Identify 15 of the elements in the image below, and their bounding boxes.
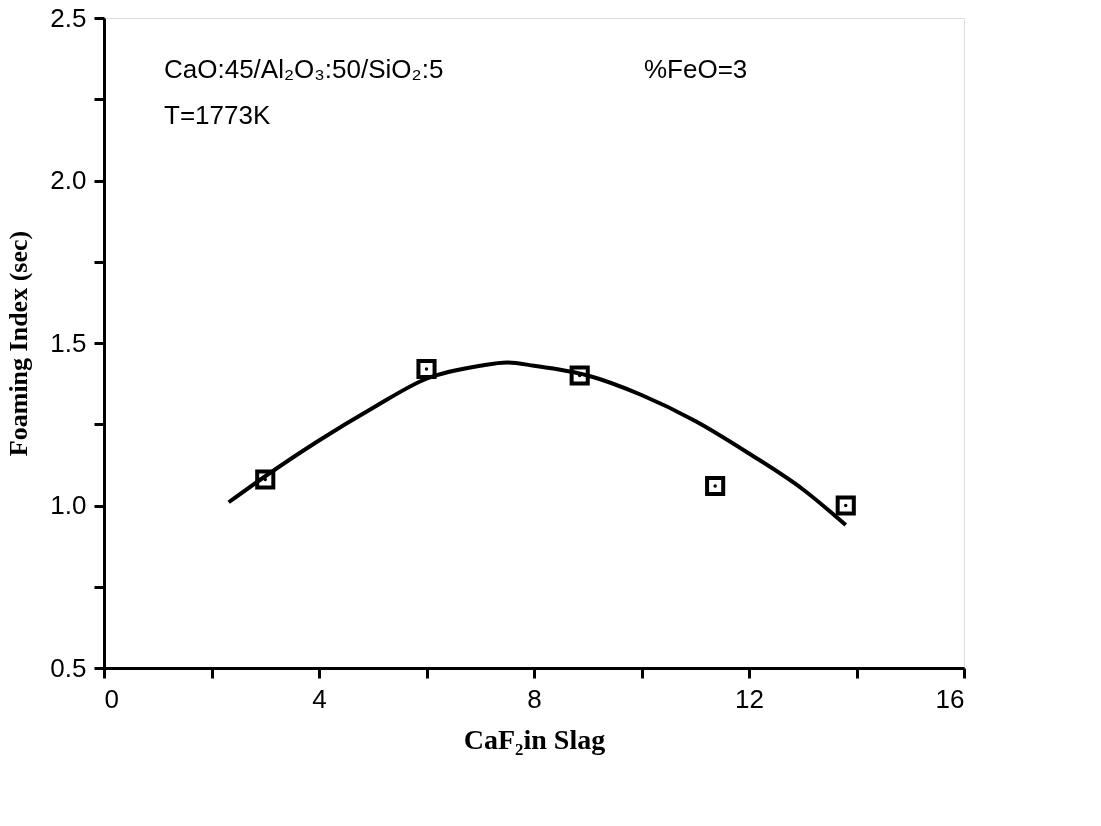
x-tick-label: 8 (527, 683, 542, 714)
annotation: %FeO=3 (644, 54, 748, 84)
y-tick-label: 2.0 (50, 165, 87, 195)
x-tick-label: 0 (104, 683, 119, 714)
annotation: T=1773K (164, 100, 271, 130)
x-axis-title: CaF₂in Slag (463, 723, 606, 755)
y-tick-label: 0.5 (50, 652, 87, 683)
y-tick-label: 2.5 (50, 2, 87, 33)
y-tick-label: 1.5 (50, 327, 87, 358)
x-tick-label: 16 (935, 683, 965, 714)
annotation: CaO:45/Al₂O₃:50/SiO₂:5 (164, 54, 444, 84)
y-axis-title: Foaming Index (sec) (4, 230, 34, 457)
x-tick-label: 12 (735, 683, 764, 714)
y-tick-label: 1.0 (50, 490, 87, 520)
x-tick-label: 4 (312, 683, 327, 714)
